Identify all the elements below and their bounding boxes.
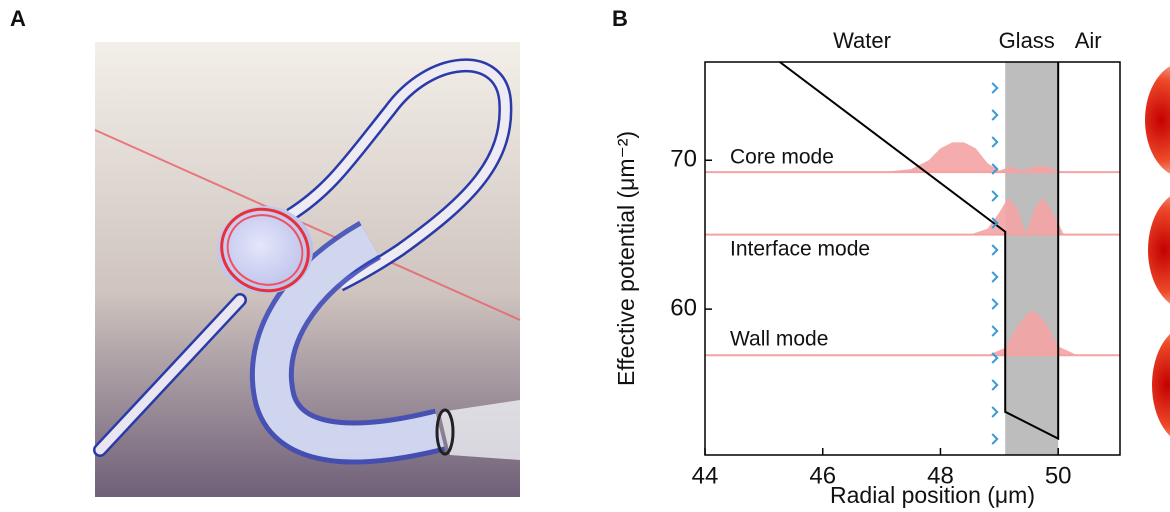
interface-marker [991,352,999,364]
x-tick-label: 48 [927,462,954,489]
laser-beam [94,129,521,321]
chart: Core mode Interface mode Wall mode 44 46 48 50… [613,28,1121,508]
interface-marker [991,244,999,256]
plot-area [705,62,1120,455]
fiber-core [95,295,245,455]
mode-label: Interface mode [730,238,870,261]
resonator-mode [226,214,304,286]
panel-label: B [612,6,628,31]
resonator-mode [220,207,310,293]
interface-marker [991,190,999,202]
fiber-loop-core [287,61,510,290]
glass-region [1005,62,1059,455]
interface-marker [991,82,999,94]
annotation: Water [833,28,891,53]
interface-marker [991,379,999,391]
interface-marker [991,217,999,229]
interface-marker [991,433,999,445]
mode-map [1148,196,1170,304]
y-tick-label: 60 [670,294,697,321]
annotation: Glass [999,28,1055,53]
x-tick-label: 46 [809,462,836,489]
x-tick-label: 50 [1045,462,1072,489]
mode-label: Core mode [730,146,834,169]
x-tick-label: 44 [692,462,719,489]
interface-marker [991,298,999,310]
y-axis-label: Effective potential (μm⁻²) [613,131,639,386]
capillary-end [440,400,520,460]
y-tick-label: 70 [670,146,697,173]
mode-maps [1145,66,1170,437]
illustration [93,42,521,497]
resonator [217,206,313,294]
mode-profile [705,197,1118,235]
capillary-rim [435,408,455,456]
x-axis-label: Radial position (μm) [830,482,1035,508]
interface-marker [991,136,999,148]
interface-marker [991,271,999,283]
mode-profile [705,310,1118,356]
potential-line [779,62,1060,441]
mode-label: Wall mode [730,328,828,351]
interface-marker [991,109,999,121]
capillary-core [254,225,445,460]
panel-label: A [10,6,26,31]
interface-marker [991,163,999,175]
interface-marker [991,406,999,418]
mode-map [1145,66,1170,174]
mode-map [1152,333,1170,437]
annotation: Air [1075,28,1102,53]
interface-marker [991,325,999,337]
plot-frame [704,61,1121,456]
